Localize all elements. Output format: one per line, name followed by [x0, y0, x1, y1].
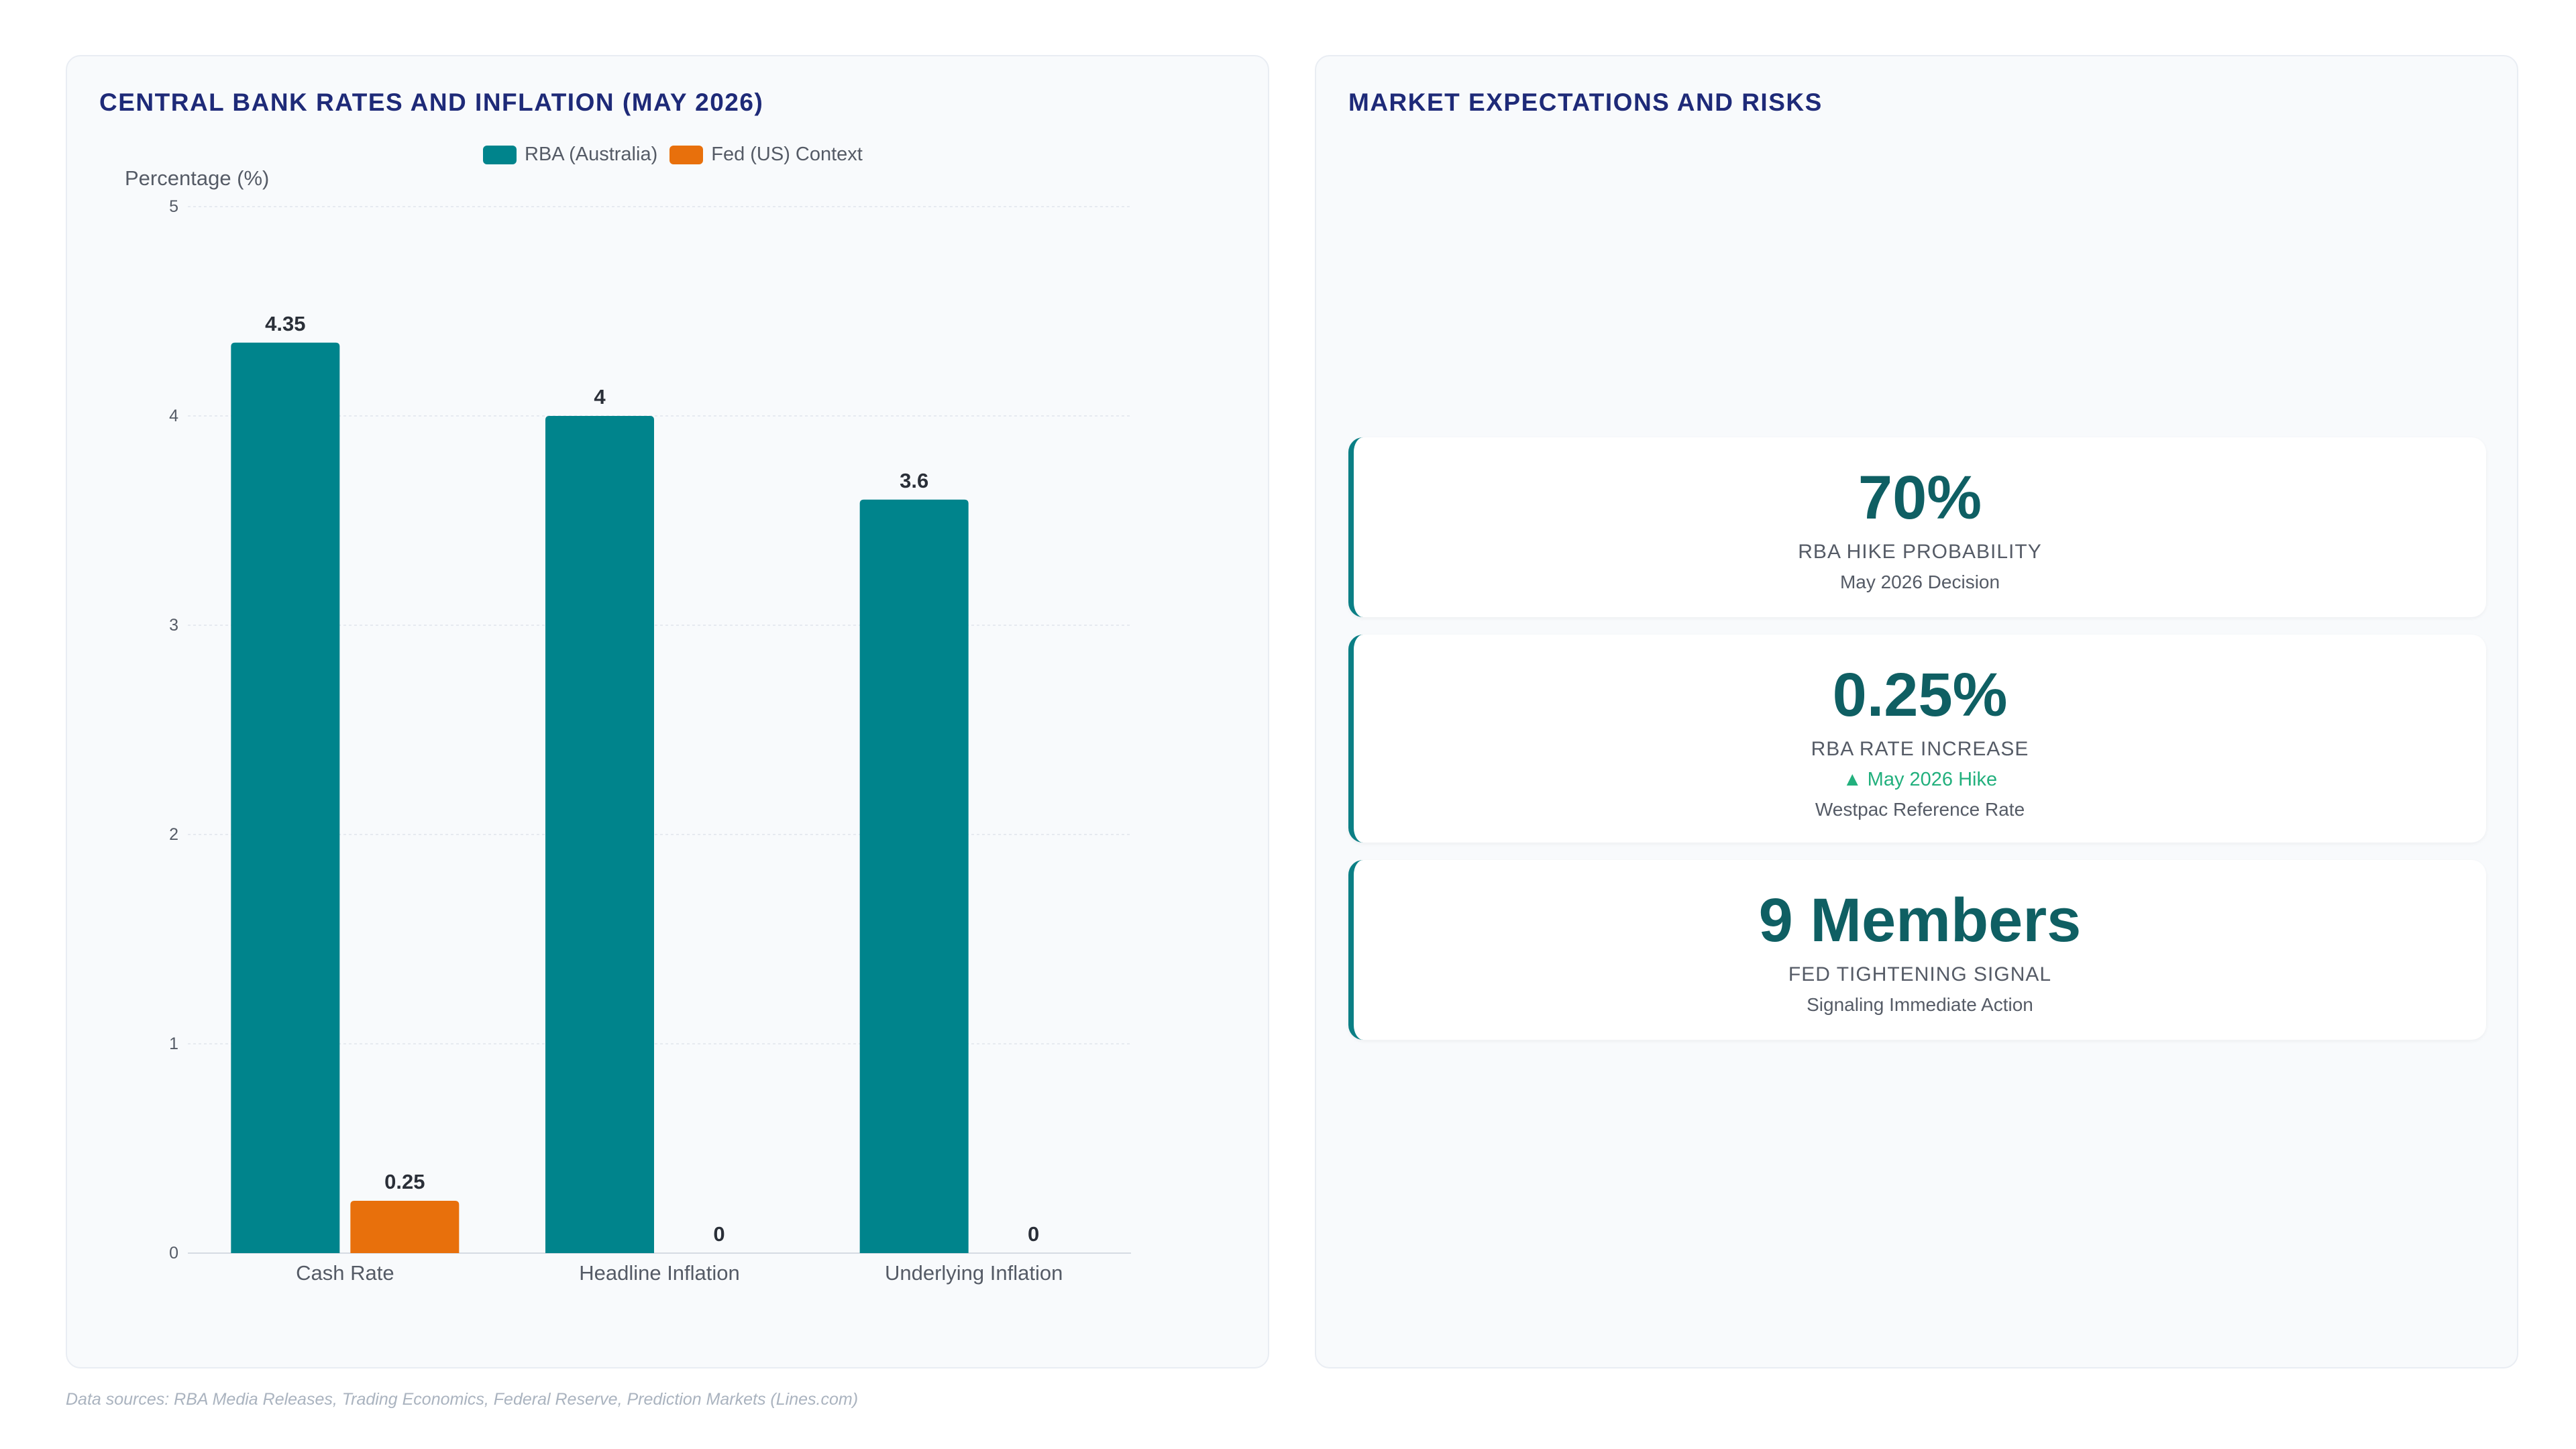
y-tick-label: 3 — [169, 616, 178, 635]
y-tick-label: 0 — [169, 1244, 178, 1263]
bar-value-label: 0 — [713, 1222, 724, 1246]
risk-panel-title: MARKET EXPECTATIONS AND RISKS — [1348, 89, 1823, 116]
kpi-value: 0.25% — [1832, 661, 2008, 729]
legend-item-rba[interactable]: RBA (Australia) — [483, 144, 657, 166]
bar-value-label: 4.35 — [265, 312, 305, 335]
data-sources-note: Data sources: RBA Media Releases, Tradin… — [66, 1390, 859, 1409]
legend-swatch-fed — [669, 145, 704, 164]
x-tick-label: Underlying Inflation — [885, 1261, 1063, 1285]
y-tick-label: 1 — [169, 1034, 178, 1053]
chart-legend: RBA (Australia) Fed (US) Context — [483, 144, 875, 166]
legend-label-fed: Fed (US) Context — [711, 144, 863, 165]
bar-fed — [350, 1201, 460, 1253]
kpi-value: 70% — [1858, 464, 1982, 532]
legend-item-fed[interactable]: Fed (US) Context — [669, 144, 863, 166]
bar-value-label: 3.6 — [900, 469, 928, 492]
kpi-label: RBA HIKE PROBABILITY — [1798, 541, 2042, 563]
kpi-subtext: May 2026 Decision — [1839, 572, 2000, 592]
bar-rba — [231, 342, 340, 1253]
kpi-subtext: Westpac Reference Rate — [1815, 799, 2025, 820]
legend-label-rba: RBA (Australia) — [525, 144, 658, 165]
bar-value-label: 4 — [594, 385, 606, 409]
kpi-label: FED TIGHTENING SIGNAL — [1788, 963, 2052, 985]
chart-panel: CENTRAL BANK RATES AND INFLATION (MAY 20… — [66, 55, 1269, 1368]
chart-title: CENTRAL BANK RATES AND INFLATION (MAY 20… — [99, 89, 764, 116]
kpi-card-fed-signal: 9 Members FED TIGHTENING SIGNAL Signalin… — [1348, 860, 2486, 1040]
y-tick-label: 5 — [169, 197, 178, 216]
x-tick-label: Cash Rate — [296, 1261, 394, 1285]
bar-value-label: 0.25 — [384, 1170, 425, 1193]
legend-swatch-rba — [483, 145, 517, 164]
bar-chart: Percentage (%) 0 1 2 3 4 5 4.35 0.25 Cash Rate 4 0 H… — [125, 166, 1131, 1285]
bar-rba — [545, 416, 654, 1253]
y-axis-label: Percentage (%) — [125, 166, 269, 190]
kpi-subtext: Signaling Immediate Action — [1807, 994, 2033, 1015]
kpi-card-rate-increase: 0.25% RBA RATE INCREASE ▲ May 2026 Hike … — [1348, 635, 2486, 843]
y-tick-label: 4 — [169, 407, 178, 425]
kpi-card-hike-probability: 70% RBA HIKE PROBABILITY May 2026 Decisi… — [1348, 437, 2486, 617]
risk-panel: MARKET EXPECTATIONS AND RISKS 70% RBA HI… — [1315, 55, 2518, 1368]
kpi-value: 9 Members — [1758, 886, 2082, 955]
x-tick-label: Headline Inflation — [579, 1261, 740, 1285]
bar-value-label: 0 — [1028, 1222, 1039, 1246]
y-tick-label: 2 — [169, 825, 178, 844]
kpi-label: RBA RATE INCREASE — [1811, 738, 2029, 760]
bar-rba — [859, 499, 969, 1253]
kpi-trend-up: ▲ May 2026 Hike — [1842, 769, 1998, 790]
